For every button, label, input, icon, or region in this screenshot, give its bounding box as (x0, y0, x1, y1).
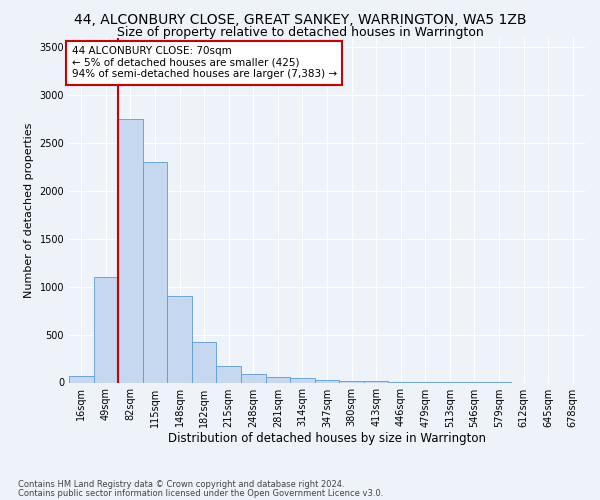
Bar (94, 277, 118, 382)
Text: 44, ALCONBURY CLOSE, GREAT SANKEY, WARRINGTON, WA5 1ZB: 44, ALCONBURY CLOSE, GREAT SANKEY, WARRI… (74, 12, 526, 26)
Bar (241, 374, 266, 382)
Bar (266, 377, 290, 382)
Text: 44 ALCONBURY CLOSE: 70sqm
← 5% of detached houses are smaller (425)
94% of semi-: 44 ALCONBURY CLOSE: 70sqm ← 5% of detach… (71, 46, 337, 80)
Bar (167, 296, 192, 382)
Bar (192, 342, 217, 382)
Bar (217, 366, 241, 382)
Y-axis label: Number of detached properties: Number of detached properties (24, 122, 34, 298)
Bar (143, 162, 167, 382)
Text: Size of property relative to detached houses in Warrington: Size of property relative to detached ho… (116, 26, 484, 39)
Text: Contains HM Land Registry data © Crown copyright and database right 2024.: Contains HM Land Registry data © Crown c… (18, 480, 344, 489)
Bar (315, 380, 339, 382)
Bar (118, 119, 143, 382)
Text: Contains public sector information licensed under the Open Government Licence v3: Contains public sector information licen… (18, 488, 383, 498)
Bar (364, 381, 388, 382)
X-axis label: Distribution of detached houses by size in Warrington: Distribution of detached houses by size … (168, 432, 486, 446)
Bar (290, 378, 315, 382)
Bar (69, 376, 94, 382)
Bar (339, 380, 364, 382)
